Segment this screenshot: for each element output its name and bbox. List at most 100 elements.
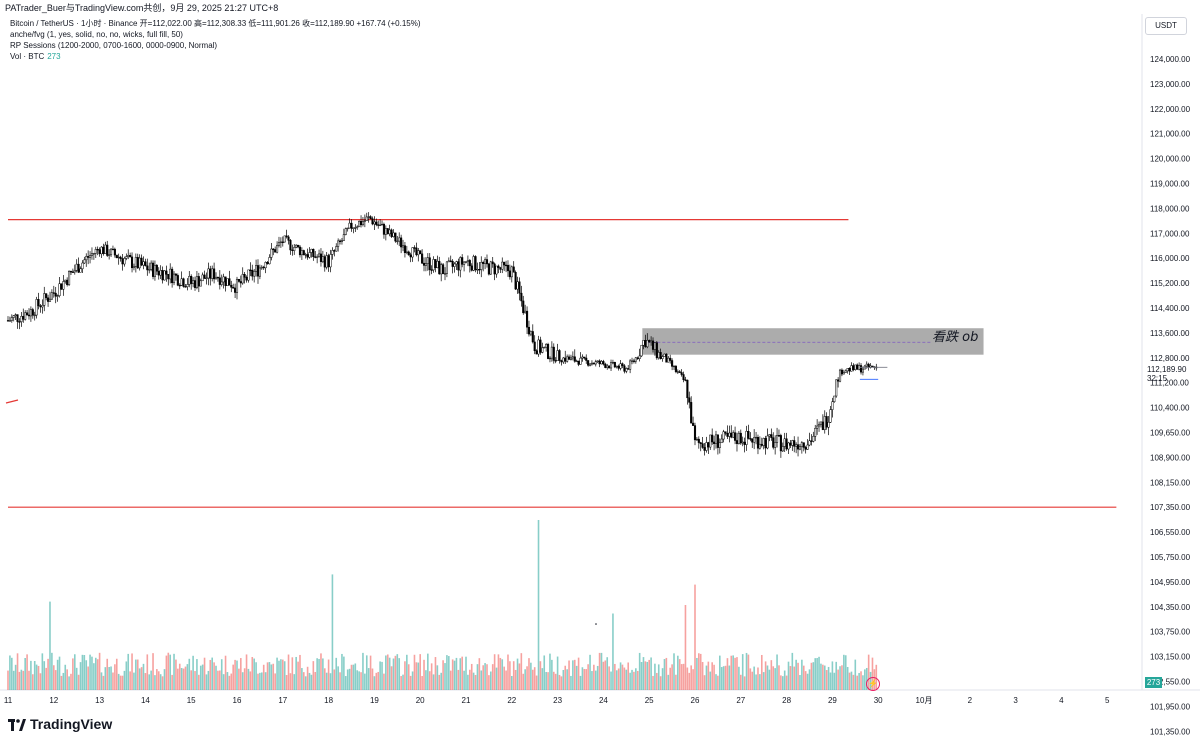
time-tick-label: 17 [278,696,287,705]
candle-body [464,261,468,263]
volume-bar [667,674,670,690]
symbol-ohlc-line[interactable]: Bitcoin / TetherUS · 1小时 · Binance 开=112… [10,19,421,28]
candle-body [630,360,634,362]
candle-body [478,269,481,271]
time-tick-label: 29 [828,696,837,705]
candle-body [724,431,727,434]
indicator-volume[interactable]: Vol · BTC 273 [10,51,421,62]
candle-body [337,240,340,247]
candle-body [747,430,750,439]
candle-body [783,438,786,447]
price-tick-label: 114,400.00 [1150,304,1190,313]
bearish-ob-label[interactable]: 看跌 ob [932,330,979,345]
volume-bar [306,666,309,690]
volume-bar [150,670,152,690]
candle-body [705,442,708,451]
currency-label[interactable]: USDT [1145,17,1187,35]
volume-bar [169,654,172,690]
price-tick-label: 116,000.00 [1150,254,1190,263]
volume-bar [659,676,662,690]
candle-body [499,267,502,270]
candle-body [636,357,639,359]
candle-body [375,221,378,225]
candle-body [638,355,641,359]
candle-body [245,277,248,281]
volume-bar [335,657,338,690]
volume-bar [705,665,708,690]
lightning-icon[interactable]: ⚡ [866,677,880,691]
candle-body [270,248,273,258]
candle-body [365,216,368,221]
volume-bar [110,666,112,690]
candle-body [394,232,397,242]
candle-body [106,244,109,256]
volume-bar [220,659,223,690]
tradingview-logo[interactable]: TradingView [8,716,112,732]
candle-body [497,265,500,268]
candle-body [665,353,668,363]
volume-bar [804,671,807,690]
indicator-fvg[interactable]: anche/fvg (1, yes, solid, no, no, wicks,… [10,30,183,39]
volume-bar [186,664,189,690]
volume-bar [261,672,263,690]
price-tick-label: 118,000.00 [1150,204,1190,213]
volume-bar [20,669,23,690]
candle-body [321,256,324,262]
candle-body [611,361,614,364]
candle-body [508,270,511,278]
candle-body [697,438,700,443]
indicator-sessions[interactable]: RP Sessions (1200-2000, 0700-1600, 0000-… [10,41,218,50]
volume-bar [799,675,801,690]
volume-bar [505,670,507,690]
volume-bar [852,674,855,690]
candle-body [380,223,384,226]
volume-bar [808,669,811,690]
volume-bar [400,676,402,690]
volume-bar [282,659,284,690]
volume-bar [274,673,276,690]
candle-body [262,266,265,269]
volume-bar [100,672,103,690]
volume-bar [373,676,376,690]
candle-body [474,256,477,271]
volume-bar [114,664,116,690]
volume-bar [747,654,750,690]
candle-body [674,365,677,372]
volume-bar [60,675,63,690]
candle-body [169,268,172,280]
candle-body [854,364,857,370]
candle-body [531,331,534,343]
candle-body [569,357,573,360]
candle-body [810,440,813,442]
volume-bar [238,668,240,690]
candle-body [793,440,796,447]
volume-bar [440,672,442,690]
candle-body [58,283,61,296]
volume-bar [566,669,568,690]
volume-bar [430,663,433,690]
candle-body [268,257,271,265]
candle-body [249,269,252,271]
volume-bar [434,657,437,690]
candle-body [344,228,347,235]
candle-body [447,260,450,263]
candle-body [22,316,25,320]
candle-body [573,356,576,362]
volume-bar [545,671,547,690]
candle-body [753,437,756,443]
candle-body [539,339,542,353]
candle-body [43,293,46,306]
candle-body [457,261,460,271]
candle-body [718,442,721,448]
volume-bar [14,664,17,690]
volume-bar [346,669,349,690]
candle-body [592,362,595,365]
volume-bar [297,661,299,690]
volume-bar [173,653,175,690]
volume-bar [98,652,101,690]
volume-bar [129,671,131,690]
price-tick-label: 105,750.00 [1150,553,1191,562]
volume-bar [663,659,666,690]
candle-body [157,270,160,276]
